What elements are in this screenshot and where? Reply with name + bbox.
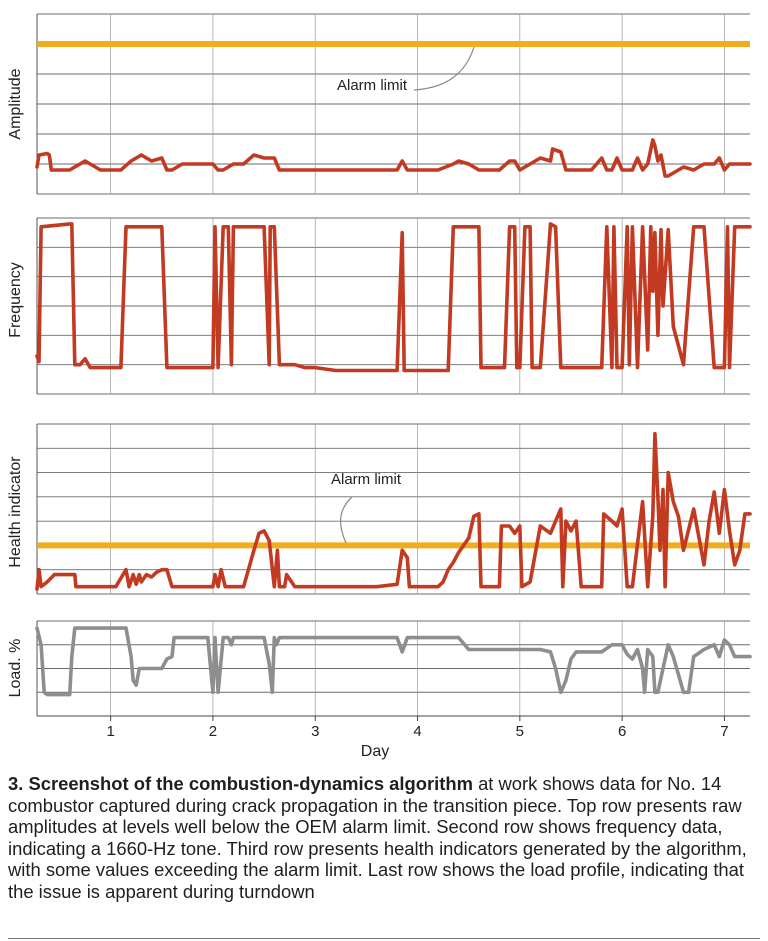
series-line [35,626,752,697]
combustion-dynamics-figure: Amplitude Alarm limit Frequency Health in… [7,13,752,760]
alarm-limit-label: Alarm limit [337,77,408,94]
amplitude-panel: Amplitude Alarm limit [7,13,752,195]
caption-divider [8,938,760,939]
x-tick-label: 1 [106,723,114,740]
y-axis-label: Amplitude [7,68,24,139]
x-tick-label: 7 [720,723,728,740]
series-line [35,138,752,178]
frequency-panel: Frequency [7,217,752,395]
load-panel: Load. % [7,620,752,717]
x-axis-label: Day [361,743,389,760]
caption-title: 3. Screenshot of the combustion-dynamics… [8,773,473,794]
alarm-limit-arrow [413,46,475,91]
series-line [35,431,752,591]
health-indicator-panel: Health indicator Alarm limit [7,423,752,595]
x-tick-label: 6 [618,723,626,740]
alarm-limit-arrow [340,496,353,544]
y-axis-label: Health indicator [7,456,24,568]
x-tick-label: 3 [311,723,319,740]
y-axis-label: Frequency [7,262,24,338]
y-axis-label: Load. % [7,639,24,698]
x-axis: 1 2 3 4 5 6 7 [37,715,750,740]
x-tick-label: 5 [516,723,524,740]
caption-body: at work shows data for No. 14 combustor … [8,773,747,902]
x-tick-label: 4 [413,723,421,740]
figure-caption: 3. Screenshot of the combustion-dynamics… [8,773,760,902]
x-tick-label: 2 [209,723,217,740]
alarm-limit-label: Alarm limit [331,471,402,488]
series-line [35,222,752,373]
